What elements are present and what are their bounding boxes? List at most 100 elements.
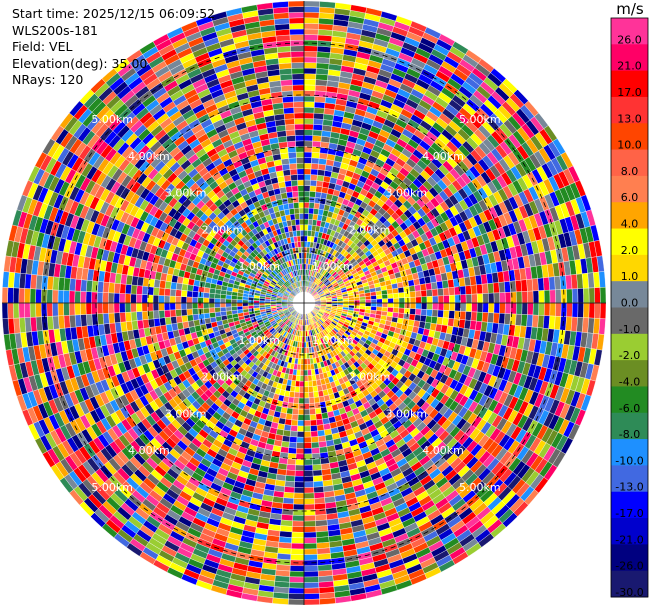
- range-gate-cell: [303, 62, 317, 69]
- range-gate-cell: [437, 288, 444, 297]
- range-gate-cell: [303, 118, 314, 125]
- range-gate-cell: [306, 352, 311, 360]
- range-gate-cell: [303, 73, 317, 80]
- range-gate-cell: [471, 302, 478, 313]
- range-gate-cell: [74, 302, 81, 316]
- range-gate-cell: [303, 151, 313, 158]
- range-gate-cell: [436, 316, 444, 326]
- range-gate-cell: [594, 287, 601, 304]
- range-gate-cell: [236, 299, 243, 304]
- range-gate-cell: [294, 475, 305, 483]
- range-gate-cell: [282, 429, 291, 437]
- range-gate-cell: [316, 536, 330, 544]
- range-gate-cell: [509, 280, 517, 293]
- range-gate-cell: [499, 292, 506, 304]
- range-gate-cell: [203, 297, 210, 304]
- range-gate-cell: [387, 293, 394, 299]
- range-gate-cell: [381, 306, 388, 312]
- range-gate-cell: [311, 157, 320, 165]
- range-gate-cell: [236, 302, 243, 307]
- range-gate-cell: [309, 185, 317, 192]
- range-gate-cell: [386, 288, 394, 295]
- range-gate-cell: [470, 284, 478, 295]
- range-gate-cell: [158, 302, 165, 311]
- range-gate-cell: [499, 302, 506, 314]
- range-gate-cell: [315, 413, 323, 420]
- range-gate-cell: [203, 307, 210, 314]
- range-gate-cell: [2, 271, 10, 288]
- range-gate-cell: [504, 313, 511, 325]
- range-gate-cell: [303, 470, 314, 477]
- range-gate-cell: [284, 418, 292, 426]
- range-gate-cell: [465, 311, 472, 321]
- range-gate-cell: [303, 196, 310, 203]
- range-gate-cell: [303, 492, 315, 499]
- range-gate-cell: [577, 302, 584, 318]
- range-gate-cell: [311, 441, 320, 449]
- range-gate-cell: [247, 299, 254, 304]
- range-gate-cell: [532, 302, 540, 316]
- range-gate-cell: [300, 369, 305, 376]
- range-gate-cell: [288, 441, 297, 449]
- range-gate-cell: [392, 292, 400, 299]
- range-gate-cell: [303, 246, 308, 253]
- range-gate-cell: [303, 503, 316, 511]
- range-gate-cell: [180, 302, 187, 310]
- range-gate-cell: [113, 302, 120, 314]
- range-gate-cell: [516, 302, 523, 315]
- range-gate-cell: [303, 241, 308, 248]
- range-gate-cell: [309, 408, 316, 415]
- range-gate-cell: [242, 305, 249, 310]
- range-gate-cell: [381, 294, 388, 300]
- range-gate-cell: [359, 302, 366, 307]
- range-gate-cell: [181, 315, 189, 323]
- range-gate-cell: [80, 302, 87, 315]
- range-gate-cell: [460, 302, 467, 312]
- range-gate-cell: [393, 297, 400, 304]
- range-gate-cell: [291, 414, 299, 421]
- range-gate-cell: [300, 353, 305, 360]
- range-gate-cell: [408, 285, 416, 293]
- range-gate-cell: [108, 312, 116, 324]
- range-gate-cell: [583, 287, 590, 304]
- range-gate-cell: [192, 308, 199, 315]
- range-gate-cell: [504, 302, 512, 315]
- range-gate-cell: [303, 51, 318, 58]
- range-gate-cell: [283, 424, 292, 432]
- range-gate-cell: [289, 430, 298, 438]
- range-gate-cell: [382, 302, 389, 308]
- range-gate-cell: [80, 279, 88, 292]
- range-gate-cell: [476, 284, 483, 295]
- range-gate-cell: [303, 163, 312, 170]
- range-gate-cell: [169, 288, 177, 297]
- range-gate-cell: [414, 314, 421, 322]
- range-gate-cell: [209, 312, 216, 319]
- range-gate-cell: [281, 508, 294, 516]
- range-gate-cell: [303, 90, 316, 97]
- range-gate-cell: [313, 396, 320, 404]
- range-gate-cell: [286, 464, 296, 471]
- range-gate-cell: [398, 307, 405, 314]
- range-gate-cell: [242, 299, 249, 304]
- range-gate-cell: [527, 290, 534, 304]
- range-gate-cell: [312, 385, 319, 393]
- range-gate-cell: [387, 298, 394, 304]
- range-gate-cell: [415, 308, 422, 316]
- range-gate-cell: [175, 289, 182, 297]
- range-gate-cell: [13, 302, 20, 319]
- range-gate-cell: [303, 403, 310, 410]
- range-gate-cell: [303, 542, 318, 550]
- range-gate-cell: [392, 287, 399, 294]
- range-gate-cell: [594, 302, 601, 319]
- range-gate-cell: [314, 514, 327, 521]
- range-gate-cell: [293, 487, 305, 494]
- range-gate-cell: [498, 313, 506, 325]
- range-gate-cell: [283, 491, 295, 499]
- range-gate-cell: [91, 280, 99, 293]
- range-gate-cell: [303, 358, 308, 365]
- range-gate-cell: [298, 392, 305, 399]
- range-gate-cell: [408, 313, 416, 321]
- range-gate-cell: [303, 129, 314, 136]
- range-gate-cell: [303, 587, 320, 594]
